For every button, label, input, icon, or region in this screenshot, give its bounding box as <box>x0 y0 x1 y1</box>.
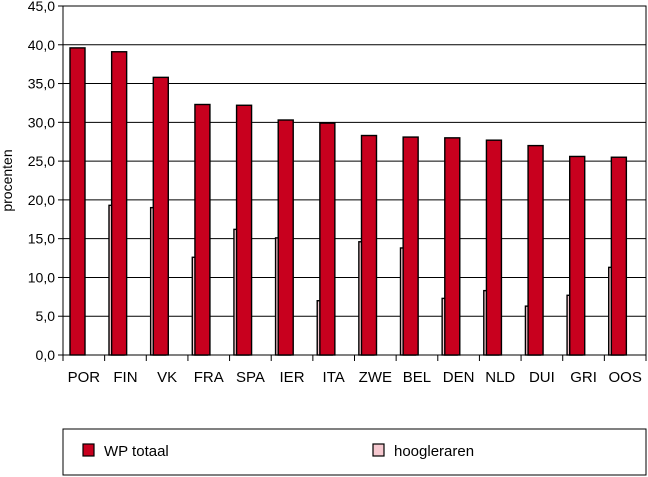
legend-swatch <box>82 443 95 457</box>
x-tick-label: IER <box>280 369 305 386</box>
bar-wp-totaal <box>569 155 586 356</box>
bar-wp-totaal <box>444 137 461 356</box>
x-tick-label: VK <box>157 369 177 386</box>
legend-swatch <box>372 443 385 457</box>
bar-wp-totaal <box>235 104 253 356</box>
legend-box <box>62 428 647 476</box>
y-tick-label: 20,0 <box>28 192 55 208</box>
bars <box>69 47 628 356</box>
x-tick-label: BEL <box>403 369 431 386</box>
x-tick-label: DEN <box>443 369 475 386</box>
legend-label: WP totaal <box>104 443 169 460</box>
x-tick-label: OOS <box>609 369 642 386</box>
bar-wp-totaal <box>110 51 128 356</box>
y-tick-label: 0,0 <box>36 347 56 363</box>
bar-wp-totaal <box>360 134 378 356</box>
y-tick-label: 35,0 <box>28 76 55 92</box>
y-tick-label: 10,0 <box>28 269 55 285</box>
y-axis-label: procenten <box>0 149 15 211</box>
bar-wp-totaal <box>319 122 336 356</box>
y-tick-label: 5,0 <box>36 308 56 324</box>
y-tick-label: 30,0 <box>28 114 55 130</box>
bar-wp-totaal <box>69 47 86 356</box>
y-tick-label: 25,0 <box>28 153 55 169</box>
bar-wp-totaal <box>277 119 294 356</box>
y-tick-label: 45,0 <box>28 0 55 14</box>
x-tick-label: NLD <box>485 369 515 386</box>
x-tick-label: FIN <box>113 369 137 386</box>
bar-wp-totaal <box>610 156 628 356</box>
bar-wp-totaal <box>527 144 544 356</box>
x-tick-label: FRA <box>194 369 224 386</box>
x-tick-label: ZWE <box>359 369 392 386</box>
x-tick-label: SPA <box>236 369 265 386</box>
bar-wp-totaal <box>402 136 419 356</box>
bar-wp-totaal <box>485 139 503 356</box>
y-tick-label: 15,0 <box>28 231 55 247</box>
legend: WP totaal hoogleraren <box>62 428 647 476</box>
x-tick-label: ITA <box>323 369 345 386</box>
y-tick-label: 40,0 <box>28 37 55 53</box>
x-axis: POR FIN VK FRA SPA IER ITA ZWE BEL DEN NLD DUI GRI OO… <box>62 355 647 386</box>
legend-label: hoogleraren <box>394 443 474 460</box>
x-tick-label: POR <box>68 369 101 386</box>
x-tick-label: GRI <box>570 369 597 386</box>
bar-wp-totaal <box>152 76 169 356</box>
x-tick-label: DUI <box>529 369 555 386</box>
y-axis: 0,0 5,0 10,0 15,0 20,0 25,0 30,0 35,0 40,0 45,0 <box>28 0 63 363</box>
bar-wp-totaal <box>194 103 211 356</box>
